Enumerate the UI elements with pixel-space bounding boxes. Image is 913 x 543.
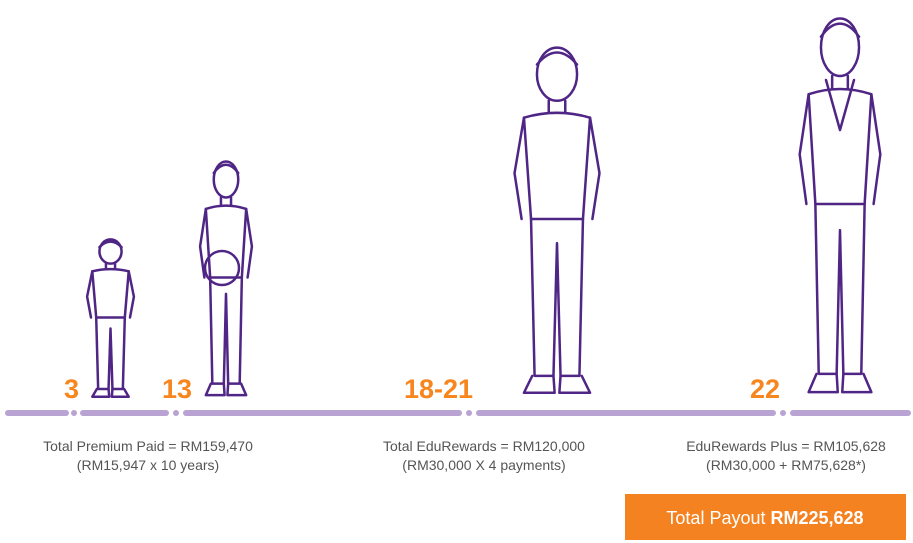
toddler-figure xyxy=(87,239,134,396)
total-amount: RM225,628 xyxy=(771,508,864,528)
caption-line: Total Premium Paid = RM159,470 xyxy=(43,438,253,454)
timeline-dot xyxy=(173,410,179,416)
timeline-dot xyxy=(71,410,77,416)
infographic: 3 13 18-21 22 Total Premium Paid = RM159… xyxy=(0,0,913,543)
tie xyxy=(826,80,854,130)
total-label: Total Payout xyxy=(666,508,765,528)
teen-figure xyxy=(515,48,600,393)
age-label: 13 xyxy=(162,374,192,404)
age-label: 18-21 xyxy=(404,374,473,404)
age-label: 22 xyxy=(750,374,780,404)
timeline-dot xyxy=(466,410,472,416)
total-text: Total Payout RM225,628 xyxy=(666,508,863,528)
caption-line: Total EduRewards = RM120,000 xyxy=(383,438,585,454)
caption-line: EduRewards Plus = RM105,628 xyxy=(686,438,886,454)
caption-line: (RM30,000 X 4 payments) xyxy=(402,457,565,473)
caption-line: (RM15,947 x 10 years) xyxy=(77,457,219,473)
caption-line: (RM30,000 + RM75,628*) xyxy=(706,457,866,473)
timeline xyxy=(8,410,908,416)
age-label: 3 xyxy=(64,374,79,404)
adult-figure xyxy=(800,18,881,392)
timeline-dot xyxy=(780,410,786,416)
